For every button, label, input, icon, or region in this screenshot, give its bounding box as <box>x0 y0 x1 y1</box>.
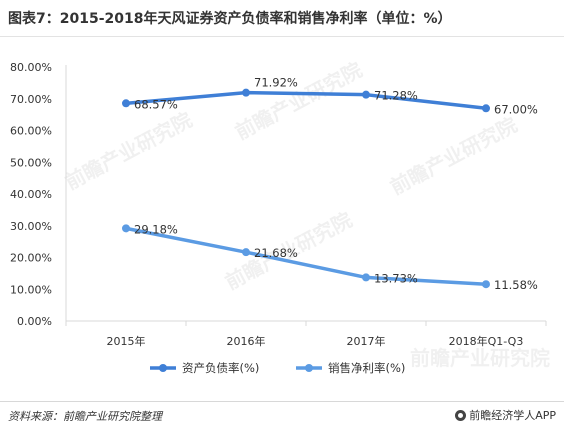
y-tick-label: 30.00% <box>10 220 52 233</box>
brand-logo-icon <box>455 409 467 421</box>
data-point <box>362 90 370 99</box>
x-tick-label: 2017年 <box>347 334 386 348</box>
data-label: 67.00% <box>494 102 538 116</box>
data-label: 21.68% <box>254 246 298 260</box>
data-point <box>362 273 370 282</box>
data-point <box>242 88 250 97</box>
data-point <box>482 280 490 289</box>
data-label: 68.57% <box>134 97 178 111</box>
brand-mark: 前瞻经济学人APP <box>455 407 556 423</box>
title-divider <box>0 36 564 37</box>
watermark-text: 前瞻产业研究院 <box>231 57 366 144</box>
legend-swatch-marker <box>305 364 313 372</box>
footer-divider <box>0 401 564 402</box>
y-tick-label: 20.00% <box>10 252 52 265</box>
watermark-text: 前瞻产业研究院 <box>410 346 550 370</box>
data-point <box>242 248 250 257</box>
x-tick-label: 2015年 <box>107 334 146 348</box>
data-label: 11.58% <box>494 278 538 292</box>
series-line-2 <box>125 226 487 286</box>
y-tick-label: 10.00% <box>10 283 52 296</box>
data-point <box>122 99 130 108</box>
y-tick-label: 70.00% <box>10 93 52 106</box>
y-tick-label: 0.00% <box>17 315 52 328</box>
source-note: 资料来源：前瞻产业研究院整理 <box>8 410 162 423</box>
watermark-text: 前瞻产业研究院 <box>386 112 521 199</box>
watermark-text: 前瞻产业研究院 <box>61 107 196 194</box>
y-tick-label: 80.00% <box>10 61 52 74</box>
legend-label: 销售净利率(%) <box>328 361 405 375</box>
data-label: 13.73% <box>374 271 418 285</box>
data-point <box>482 104 490 113</box>
y-tick-label: 40.00% <box>10 188 52 201</box>
data-label: 71.92% <box>254 76 298 90</box>
data-label: 71.28% <box>374 89 418 103</box>
data-point <box>122 224 130 233</box>
legend-swatch-marker <box>159 364 167 372</box>
line-chart: 前瞻产业研究院前瞻产业研究院前瞻产业研究院前瞻产业研究院前瞻产业研究院0.00%… <box>10 57 550 375</box>
x-tick-label: 2018年Q1-Q3 <box>449 334 524 348</box>
x-tick-label: 2016年 <box>227 334 266 348</box>
chart-title: 图表7：2015-2018年天风证券资产负债率和销售净利率（单位：%） <box>8 11 452 27</box>
brand-label: 前瞻经济学人APP <box>469 409 556 422</box>
y-tick-label: 50.00% <box>10 156 52 169</box>
y-tick-label: 60.00% <box>10 125 52 138</box>
legend-label: 资产负债率(%) <box>182 361 259 375</box>
data-label: 29.18% <box>134 222 178 236</box>
series-line-1 <box>125 90 487 111</box>
